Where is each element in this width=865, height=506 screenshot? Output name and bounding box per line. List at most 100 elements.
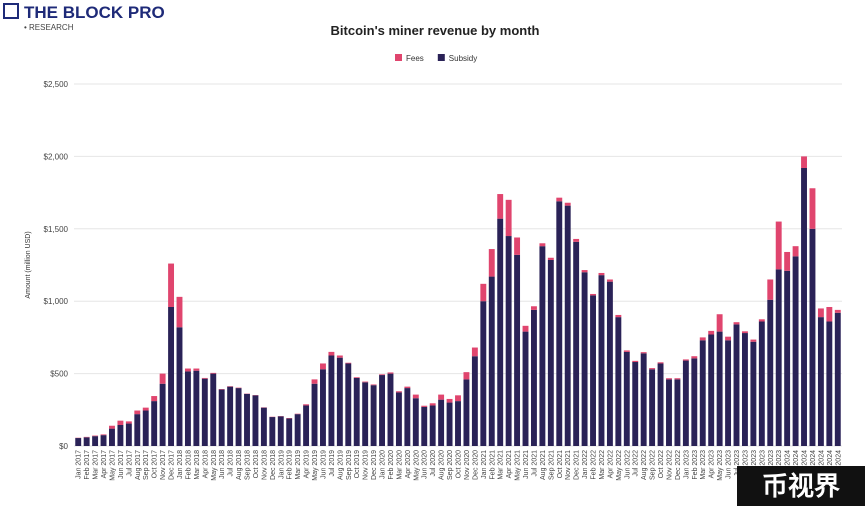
x-tick-label: Sep 2021 bbox=[548, 450, 555, 480]
x-tick-label: Oct 2018 bbox=[253, 450, 260, 479]
bar-segment bbox=[455, 395, 461, 402]
bar-segment bbox=[792, 256, 799, 446]
x-tick-label: Mar 2018 bbox=[194, 450, 201, 480]
bar-segment bbox=[649, 369, 656, 446]
bar-segment bbox=[716, 331, 723, 446]
bar-segment bbox=[429, 403, 436, 406]
x-tick-label: Dec 2022 bbox=[675, 450, 682, 480]
bar-segment bbox=[750, 339, 757, 342]
bar-segment bbox=[514, 237, 521, 255]
bar-segment bbox=[193, 370, 200, 446]
logo-icon bbox=[3, 3, 19, 19]
bar-segment bbox=[741, 333, 748, 446]
bar-segment bbox=[353, 377, 360, 378]
bar-segment bbox=[497, 194, 504, 219]
x-tick-label: Apr 2017 bbox=[101, 450, 108, 479]
bar-segment bbox=[640, 353, 647, 446]
bar-segment bbox=[328, 351, 335, 356]
bar-segment bbox=[438, 399, 445, 446]
y-tick-label: $1,500 bbox=[44, 225, 69, 234]
x-tick-label: Jun 2023 bbox=[726, 450, 733, 479]
x-tick-label: Oct 2019 bbox=[354, 450, 361, 479]
bar-segment bbox=[581, 272, 588, 446]
bar-segment bbox=[522, 325, 529, 332]
bar-segment bbox=[826, 306, 833, 322]
bar-segment bbox=[438, 394, 445, 400]
bar-segment bbox=[387, 372, 394, 374]
bar-segment bbox=[606, 281, 613, 446]
x-tick-label: Aug 2023 bbox=[742, 450, 749, 480]
x-tick-label: Jan 2020 bbox=[380, 450, 387, 479]
bar-segment bbox=[345, 363, 352, 446]
x-tick-label: Jun 2017 bbox=[118, 450, 125, 479]
bar-segment bbox=[767, 279, 774, 300]
bar-segment bbox=[606, 279, 613, 282]
bar-segment bbox=[784, 270, 791, 446]
x-tick-label: May 2021 bbox=[515, 450, 522, 481]
x-tick-label: Jul 2024 bbox=[835, 450, 842, 477]
x-tick-label: Aug 2022 bbox=[641, 450, 648, 480]
bar-segment bbox=[632, 360, 639, 363]
bar-segment bbox=[92, 436, 99, 446]
bar-segment bbox=[775, 221, 782, 270]
x-tick-label: Oct 2021 bbox=[557, 450, 564, 479]
x-tick-label: Jul 2021 bbox=[531, 450, 538, 477]
bar-segment bbox=[286, 418, 293, 446]
bar-segment bbox=[573, 238, 580, 242]
x-tick-label: Jul 2017 bbox=[126, 450, 133, 477]
x-tick-label: Jan 2019 bbox=[278, 450, 285, 479]
x-tick-label: Oct 2023 bbox=[759, 450, 766, 479]
bar-segment bbox=[412, 394, 419, 399]
x-tick-label: Jun 2020 bbox=[422, 450, 429, 479]
bar-segment bbox=[531, 309, 537, 446]
bar-segment bbox=[117, 425, 124, 446]
x-tick-label: Jun 2018 bbox=[219, 450, 226, 479]
x-tick-label: Feb 2019 bbox=[287, 450, 294, 480]
bar-segment bbox=[817, 308, 824, 318]
bar-segment bbox=[109, 428, 115, 446]
bar-segment bbox=[547, 257, 554, 260]
bar-segment bbox=[252, 395, 259, 446]
bar-segment bbox=[590, 293, 596, 296]
y-tick-label: $2,000 bbox=[44, 152, 69, 161]
x-tick-label: Dec 2023 bbox=[776, 450, 783, 480]
x-tick-label: Sep 2018 bbox=[245, 450, 252, 480]
bar-segment bbox=[421, 405, 428, 407]
x-tick-label: Dec 2020 bbox=[472, 450, 479, 480]
x-tick-label: Jan 2021 bbox=[481, 450, 488, 479]
bar-segment bbox=[725, 336, 732, 341]
x-tick-label: Apr 2020 bbox=[405, 450, 412, 479]
bar-segment bbox=[539, 243, 546, 247]
bar-segment bbox=[801, 167, 807, 446]
x-tick-label: Jan 2024 bbox=[785, 450, 792, 479]
bar-segment bbox=[733, 324, 740, 446]
bar-segment bbox=[809, 228, 816, 446]
x-tick-label: Jul 2018 bbox=[228, 450, 235, 477]
x-tick-label: Jun 2022 bbox=[624, 450, 631, 479]
bar-segment bbox=[303, 404, 310, 406]
x-tick-label: Apr 2019 bbox=[304, 450, 311, 479]
bar-segment bbox=[666, 378, 672, 380]
x-tick-label: May 2020 bbox=[413, 450, 420, 481]
legend-swatch bbox=[395, 54, 402, 61]
bar-segment bbox=[117, 420, 124, 426]
legend-swatch bbox=[437, 54, 445, 61]
bar-segment bbox=[109, 425, 115, 429]
bar-segment bbox=[682, 359, 689, 361]
bar-segment bbox=[573, 241, 580, 446]
bar-segment bbox=[429, 405, 436, 446]
bar-segment bbox=[666, 379, 672, 446]
bar-segment bbox=[75, 438, 82, 446]
bar-segment bbox=[100, 434, 107, 436]
bar-segment bbox=[159, 373, 166, 384]
x-tick-label: Aug 2021 bbox=[540, 450, 547, 480]
bar-segment bbox=[345, 362, 352, 364]
bar-segment bbox=[463, 372, 470, 380]
y-tick-label: $500 bbox=[50, 370, 68, 379]
bar-segment bbox=[303, 405, 310, 446]
watermark-box bbox=[737, 466, 865, 506]
x-tick-label: Feb 2022 bbox=[591, 450, 598, 480]
x-tick-label: Aug 2018 bbox=[236, 450, 243, 480]
bar-segment bbox=[834, 312, 841, 446]
